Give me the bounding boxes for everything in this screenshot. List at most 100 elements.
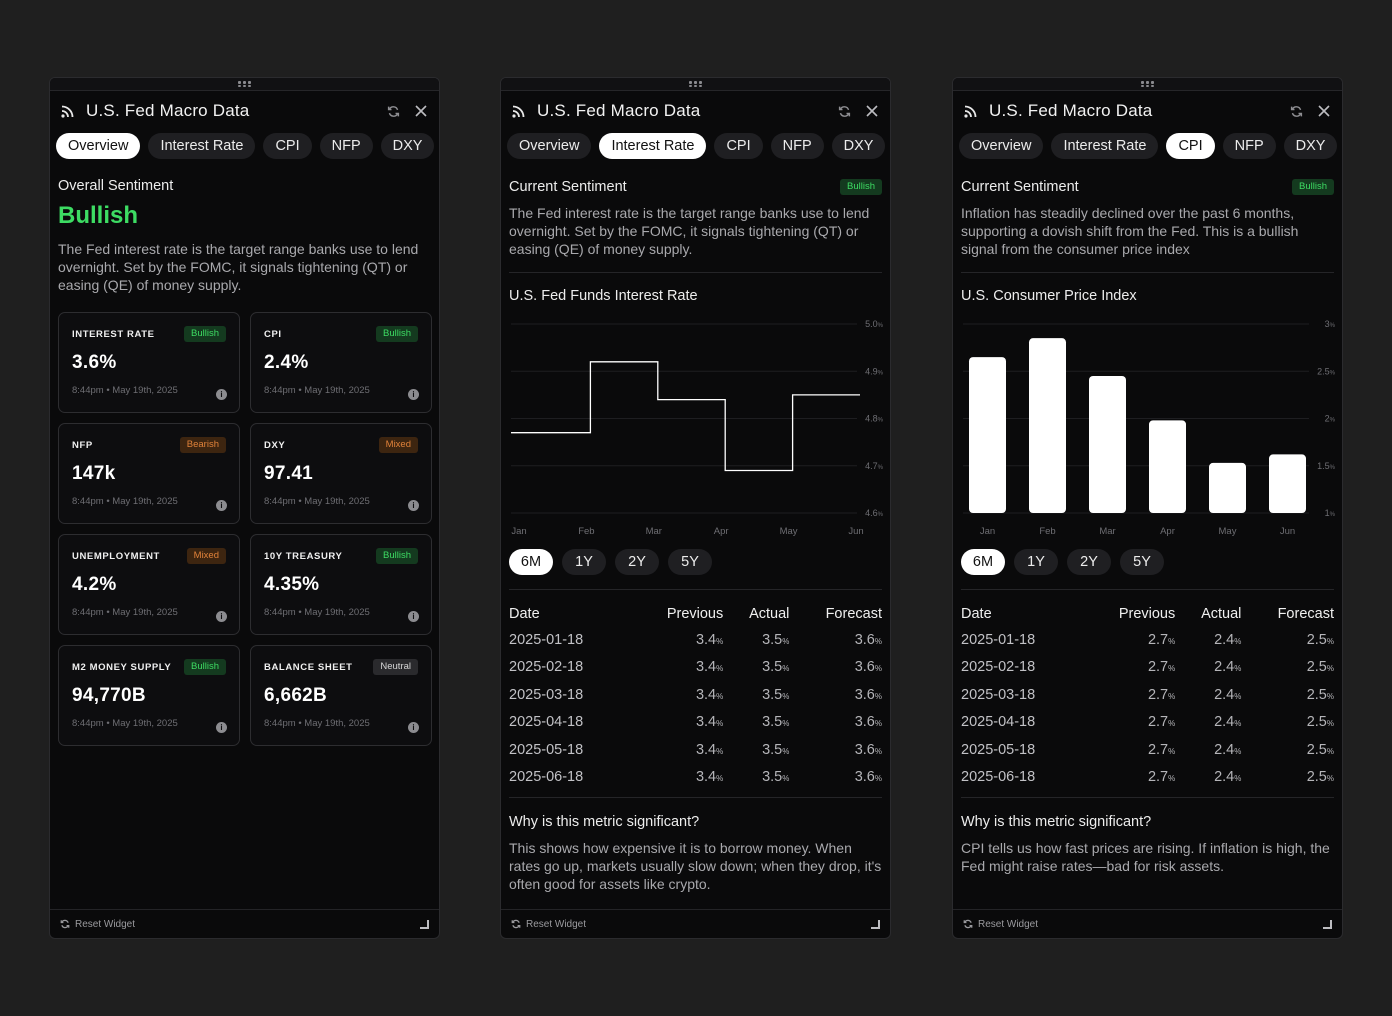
- tab-dxy[interactable]: DXY: [380, 133, 435, 159]
- card-value: 4.2%: [72, 574, 117, 595]
- widget-footer: Reset Widget: [953, 909, 1342, 938]
- info-icon[interactable]: i: [408, 500, 419, 511]
- tab-overview[interactable]: Overview: [507, 133, 592, 159]
- card-label: 10Y TREASURY: [264, 550, 343, 562]
- tab-interest-rate[interactable]: Interest Rate: [1051, 133, 1159, 159]
- table-cell: 3.4%: [695, 741, 724, 758]
- y-tick-label: 3%: [1325, 319, 1335, 329]
- y-tick-label: 4.9%: [865, 366, 883, 376]
- range-6m[interactable]: 6M: [961, 549, 1005, 575]
- reset-widget-label: Reset Widget: [75, 918, 136, 930]
- widget-title: U.S. Fed Macro Data: [537, 101, 701, 120]
- close-icon[interactable]: [413, 103, 429, 119]
- status-badge: Bullish: [184, 659, 226, 675]
- card-timestamp: 8:44pm • May 19th, 2025: [72, 718, 178, 729]
- reset-widget-button[interactable]: Reset Widget: [60, 919, 420, 930]
- info-icon[interactable]: i: [408, 389, 419, 400]
- table-cell: 2025-06-18: [509, 769, 584, 786]
- table-row: 2025-03-18 2.7% 2.4% 2.5%: [961, 681, 1334, 709]
- metric-card-dxy[interactable]: DXY Mixed 97.41 8:44pm • May 19th, 2025 i: [250, 423, 432, 524]
- tab-cpi[interactable]: CPI: [714, 133, 763, 159]
- info-icon[interactable]: i: [216, 611, 227, 622]
- widget-header: U.S. Fed Macro Data: [501, 91, 890, 131]
- tab-interest-rate[interactable]: Interest Rate: [599, 133, 707, 159]
- metric-card-balance-sheet[interactable]: BALANCE SHEET Neutral 6,662B 8:44pm • May…: [250, 645, 432, 746]
- tab-dxy[interactable]: DXY: [831, 133, 886, 159]
- close-icon[interactable]: [864, 103, 880, 119]
- table-cell: 2.7%: [1147, 686, 1176, 703]
- refresh-icon[interactable]: [385, 103, 401, 119]
- resize-handle-icon[interactable]: [420, 919, 429, 929]
- tab-cpi[interactable]: CPI: [1166, 133, 1215, 159]
- data-table: Date Previous Actual Forecast 2025-01-18 2.7%…: [961, 602, 1334, 791]
- interest-rate-chart: 4.6% 4.7% 4.8% 4.9% 5.0% Jan Feb Mar Apr May Jun: [509, 312, 883, 537]
- table-cell: 2.7%: [1147, 769, 1176, 786]
- tab-overview[interactable]: Overview: [959, 133, 1044, 159]
- card-timestamp: 8:44pm • May 19th, 2025: [72, 385, 178, 396]
- info-icon[interactable]: i: [216, 389, 227, 400]
- info-icon[interactable]: i: [408, 611, 419, 622]
- range-2y[interactable]: 2Y: [1067, 549, 1111, 575]
- range-1y[interactable]: 1Y: [1014, 549, 1058, 575]
- column-header: Actual: [1201, 606, 1242, 622]
- status-badge: Bullish: [840, 179, 882, 195]
- card-label: UNEMPLOYMENT: [72, 550, 160, 562]
- column-header: Actual: [749, 606, 790, 622]
- table-row: 2025-05-18 2.7% 2.4% 2.5%: [961, 736, 1334, 764]
- drag-handle[interactable]: [953, 78, 1342, 91]
- drag-handle[interactable]: [50, 78, 439, 91]
- table-row: 2025-01-18 2.7% 2.4% 2.5%: [961, 626, 1334, 654]
- refresh-icon[interactable]: [1288, 103, 1304, 119]
- tab-cpi[interactable]: CPI: [263, 133, 312, 159]
- resize-handle-icon[interactable]: [1323, 919, 1332, 929]
- range-1y[interactable]: 1Y: [562, 549, 606, 575]
- range-2y[interactable]: 2Y: [615, 549, 659, 575]
- y-tick-label: 2.5%: [1317, 366, 1335, 376]
- table-cell: 2.4%: [1214, 631, 1242, 648]
- card-label: NFP: [72, 439, 93, 451]
- widget-title: U.S. Fed Macro Data: [989, 101, 1153, 120]
- metric-card-nfp[interactable]: NFP Bearish 147k 8:44pm • May 19th, 2025 …: [58, 423, 240, 524]
- metric-card-m2-money-supply[interactable]: M2 MONEY SUPPLY Bullish 94,770B 8:44pm • …: [58, 645, 240, 746]
- card-timestamp: 8:44pm • May 19th, 2025: [264, 607, 370, 618]
- tab-nfp[interactable]: NFP: [1222, 133, 1276, 159]
- line-chart-svg: 4.6% 4.7% 4.8% 4.9% 5.0% Jan Feb Mar Apr May Jun: [511, 319, 883, 537]
- reset-icon: [60, 919, 70, 929]
- tab-bar: Overview Interest Rate CPI NFP DXY: [50, 132, 439, 160]
- resize-handle-icon[interactable]: [871, 919, 880, 929]
- metric-card-unemployment[interactable]: UNEMPLOYMENT Mixed 4.2% 8:44pm • May 19th…: [58, 534, 240, 635]
- metric-card-interest-rate[interactable]: INTEREST RATE Bullish 3.6% 8:44pm • May 1…: [58, 312, 240, 413]
- refresh-icon[interactable]: [836, 103, 852, 119]
- range-selector: 6M 1Y 2Y 5Y: [509, 549, 882, 575]
- reset-widget-label: Reset Widget: [526, 918, 587, 930]
- table-cell: 3.5%: [762, 631, 790, 648]
- tab-dxy[interactable]: DXY: [1283, 133, 1338, 159]
- table-cell: 3.4%: [695, 769, 724, 786]
- reset-widget-button[interactable]: Reset Widget: [511, 919, 871, 930]
- range-6m[interactable]: 6M: [509, 549, 553, 575]
- tab-interest-rate[interactable]: Interest Rate: [148, 133, 256, 159]
- metric-card-10y-treasury[interactable]: 10Y TREASURY Bullish 4.35% 8:44pm • May 1…: [250, 534, 432, 635]
- table-cell: 3.5%: [762, 659, 790, 676]
- table-cell: 2025-02-18: [509, 659, 584, 676]
- info-icon[interactable]: i: [408, 722, 419, 733]
- reset-widget-button[interactable]: Reset Widget: [963, 919, 1323, 930]
- tab-nfp[interactable]: NFP: [770, 133, 824, 159]
- range-5y[interactable]: 5Y: [668, 549, 712, 575]
- info-icon[interactable]: i: [216, 500, 227, 511]
- info-icon[interactable]: i: [216, 722, 227, 733]
- table-cell: 2025-05-18: [509, 741, 584, 758]
- x-tick-label: Apr: [714, 526, 729, 537]
- data-table: Date Previous Actual Forecast 2025-01-18 3.4%…: [509, 602, 882, 791]
- x-tick-label: Jan: [980, 526, 995, 537]
- table-row: 2025-04-18 3.4% 3.5% 3.6%: [509, 709, 882, 737]
- close-icon[interactable]: [1316, 103, 1332, 119]
- table-cell: 3.4%: [695, 659, 724, 676]
- tab-overview[interactable]: Overview: [56, 133, 141, 159]
- current-sentiment-heading: Current Sentiment: [961, 179, 1079, 195]
- tab-nfp[interactable]: NFP: [319, 133, 373, 159]
- metric-card-cpi[interactable]: CPI Bullish 2.4% 8:44pm • May 19th, 2025 …: [250, 312, 432, 413]
- drag-handle[interactable]: [501, 78, 890, 91]
- range-5y[interactable]: 5Y: [1120, 549, 1164, 575]
- widget-footer: Reset Widget: [501, 909, 890, 938]
